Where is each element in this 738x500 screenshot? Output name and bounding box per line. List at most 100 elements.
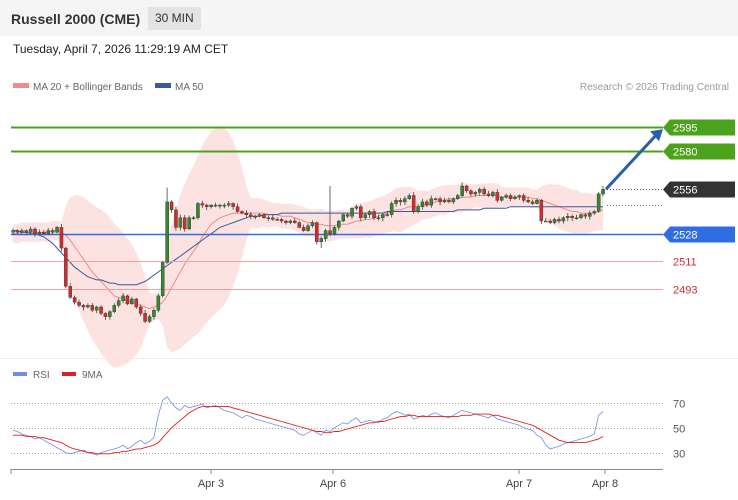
candle-body — [55, 227, 59, 233]
candle-body — [182, 217, 187, 230]
candle-body — [456, 195, 460, 199]
candle-body — [504, 195, 508, 198]
candle-body — [345, 214, 350, 217]
candle-body — [478, 188, 482, 193]
candle-body — [37, 231, 42, 234]
candle-body — [363, 214, 368, 219]
legend-rsi-ma-label: 9MA — [82, 370, 103, 381]
datetime-label: Tuesday, April 7, 2026 11:29:19 AM CET — [13, 42, 229, 56]
candle-body — [517, 195, 522, 198]
candle-body — [257, 214, 262, 217]
candle-body — [500, 196, 504, 201]
candle-body — [420, 201, 425, 207]
candle-body — [350, 208, 354, 217]
rsi-ref-label-50: 50 — [673, 424, 685, 436]
candle-body — [367, 211, 372, 215]
candle-body — [244, 212, 249, 215]
candle-body — [240, 211, 244, 214]
candle-body — [218, 204, 222, 207]
candle-body — [579, 214, 583, 219]
candle-body — [209, 204, 213, 207]
candle-body — [77, 302, 81, 306]
time-label-apr-3: Apr 3 — [198, 478, 224, 490]
header-bar: Russell 2000 (CME) 30 MIN — [0, 0, 738, 36]
candle-body — [28, 228, 33, 233]
candle-body — [284, 220, 288, 223]
candle-body — [293, 220, 297, 223]
candle-body — [103, 313, 108, 317]
candle-body — [11, 230, 15, 233]
candle-body — [596, 193, 601, 212]
candle-body — [451, 198, 456, 203]
support-tag-2528 — [663, 226, 735, 243]
candle-body — [438, 198, 442, 203]
candle-body — [464, 185, 469, 192]
ma50-line — [13, 206, 603, 286]
support-label-2493: 2493 — [673, 285, 697, 297]
candle-body — [213, 204, 218, 207]
candle-body — [86, 305, 90, 308]
legend-ma50-label: MA 50 — [175, 82, 204, 93]
candle-body — [315, 222, 319, 242]
candle-body — [196, 203, 200, 219]
candle-body — [310, 222, 315, 227]
candle-body — [552, 219, 557, 223]
candle-body — [473, 192, 478, 195]
candle-body — [271, 217, 275, 220]
support-label-2528: 2528 — [673, 230, 697, 242]
candle-body — [231, 203, 235, 207]
candle-body — [253, 215, 257, 218]
candle-body — [570, 215, 574, 218]
candle-body — [301, 227, 306, 231]
candle-body — [354, 206, 359, 209]
candle-body — [130, 298, 134, 305]
candle-body — [64, 247, 68, 287]
candle-body — [442, 200, 447, 203]
resistance-tag-2580 — [663, 143, 735, 160]
candle-body — [460, 185, 464, 196]
candle-body — [403, 198, 407, 203]
research-credit: Research © 2026 Trading Central — [580, 82, 729, 93]
candle-body — [191, 217, 196, 220]
candle-body — [411, 195, 416, 212]
candle-body — [165, 201, 169, 263]
forecast-arrow-shaft — [604, 135, 657, 191]
candle-body — [328, 230, 332, 235]
candle-body — [235, 206, 240, 212]
candle-body — [33, 228, 37, 235]
candle-body — [535, 200, 539, 204]
candle-body — [187, 217, 191, 230]
rsi-line — [12, 396, 604, 456]
candle-body — [588, 212, 592, 217]
candle-body — [50, 230, 55, 233]
legend-rsi-label: RSI — [33, 370, 50, 381]
time-label-apr-6: Apr 6 — [320, 478, 346, 490]
time-label-apr-8: Apr 8 — [592, 478, 618, 490]
candle-body — [359, 206, 363, 218]
candle-body — [323, 230, 328, 239]
candle-body — [526, 200, 530, 203]
timeframe-badge[interactable]: 30 MIN — [148, 7, 201, 30]
candle-body — [530, 201, 535, 204]
candle-body — [204, 204, 209, 207]
candle-body — [389, 203, 394, 215]
rsi-ma-line — [13, 406, 604, 455]
candle-body — [566, 215, 570, 218]
legend-swatch-rsi — [13, 372, 27, 376]
candle-body — [121, 295, 125, 301]
resistance-tag-2595 — [663, 119, 735, 136]
ma50-series — [13, 206, 603, 286]
current-price-tag — [663, 181, 735, 198]
candle-body — [337, 220, 341, 228]
price-legend: MA 20 + Bollinger Bands MA 50 — [13, 82, 204, 93]
candle-body — [513, 196, 517, 199]
candle-body — [469, 190, 473, 195]
candle-body — [160, 262, 165, 296]
candle-body — [46, 230, 51, 235]
candle-body — [332, 227, 337, 234]
candle-body — [508, 195, 513, 199]
support-label-2511: 2511 — [673, 257, 697, 269]
candle-body — [447, 200, 451, 203]
